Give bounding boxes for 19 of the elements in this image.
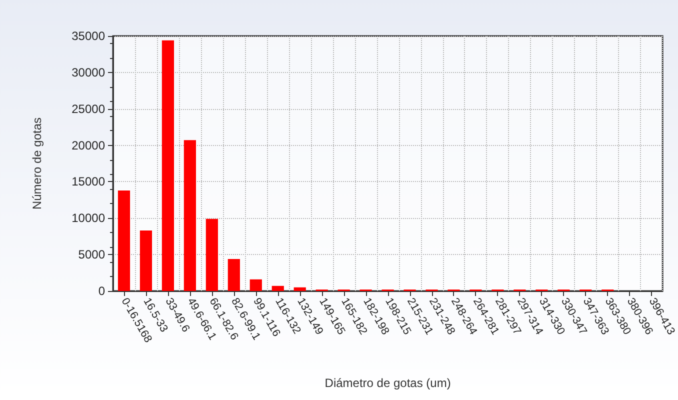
y-tick-label: 5000 [78, 248, 106, 262]
y-tick-label: 10000 [72, 211, 106, 226]
bar [140, 230, 152, 291]
y-tick-label: 35000 [72, 29, 106, 43]
y-tick-label: 15000 [72, 174, 106, 189]
bar [228, 258, 240, 291]
bar [206, 218, 218, 291]
bar [184, 140, 196, 291]
bar [250, 279, 262, 291]
x-axis-title: Diámetro de gotas (um) [324, 376, 451, 390]
bar [272, 286, 284, 291]
y-tick-label: 20000 [72, 138, 106, 152]
y-axis-title: Número de gotas [30, 117, 44, 210]
bar [294, 287, 306, 291]
y-tick-label: 30000 [72, 65, 106, 80]
bar [162, 40, 174, 291]
bar [118, 190, 130, 291]
y-tick-label: 25000 [72, 102, 106, 116]
y-tick-label: 0 [98, 284, 106, 298]
